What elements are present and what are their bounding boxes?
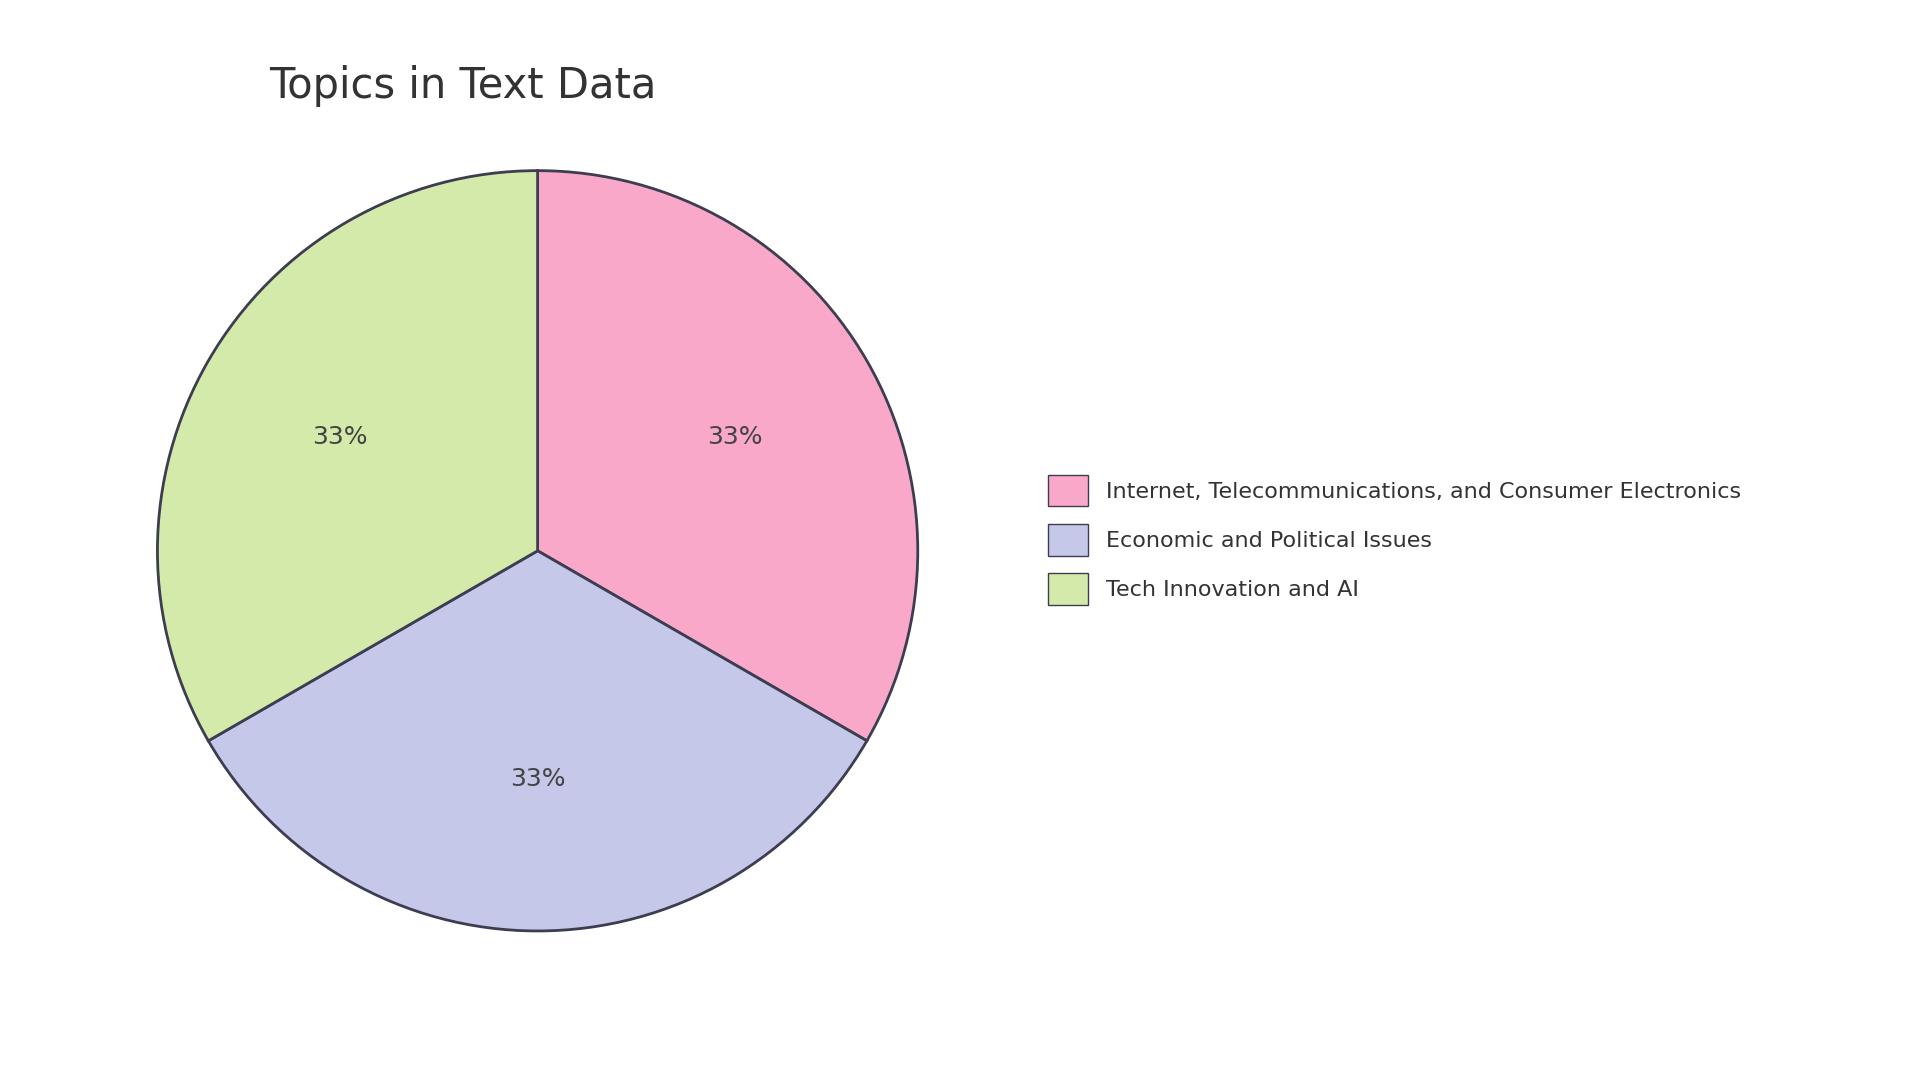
Text: 33%: 33% [313, 424, 369, 448]
Text: 33%: 33% [707, 424, 762, 448]
Legend: Internet, Telecommunications, and Consumer Electronics, Economic and Political I: Internet, Telecommunications, and Consum… [1048, 475, 1741, 605]
Text: 33%: 33% [511, 767, 564, 791]
Wedge shape [157, 171, 538, 741]
Text: Topics in Text Data: Topics in Text Data [269, 65, 657, 107]
Wedge shape [538, 171, 918, 741]
Wedge shape [209, 551, 866, 931]
